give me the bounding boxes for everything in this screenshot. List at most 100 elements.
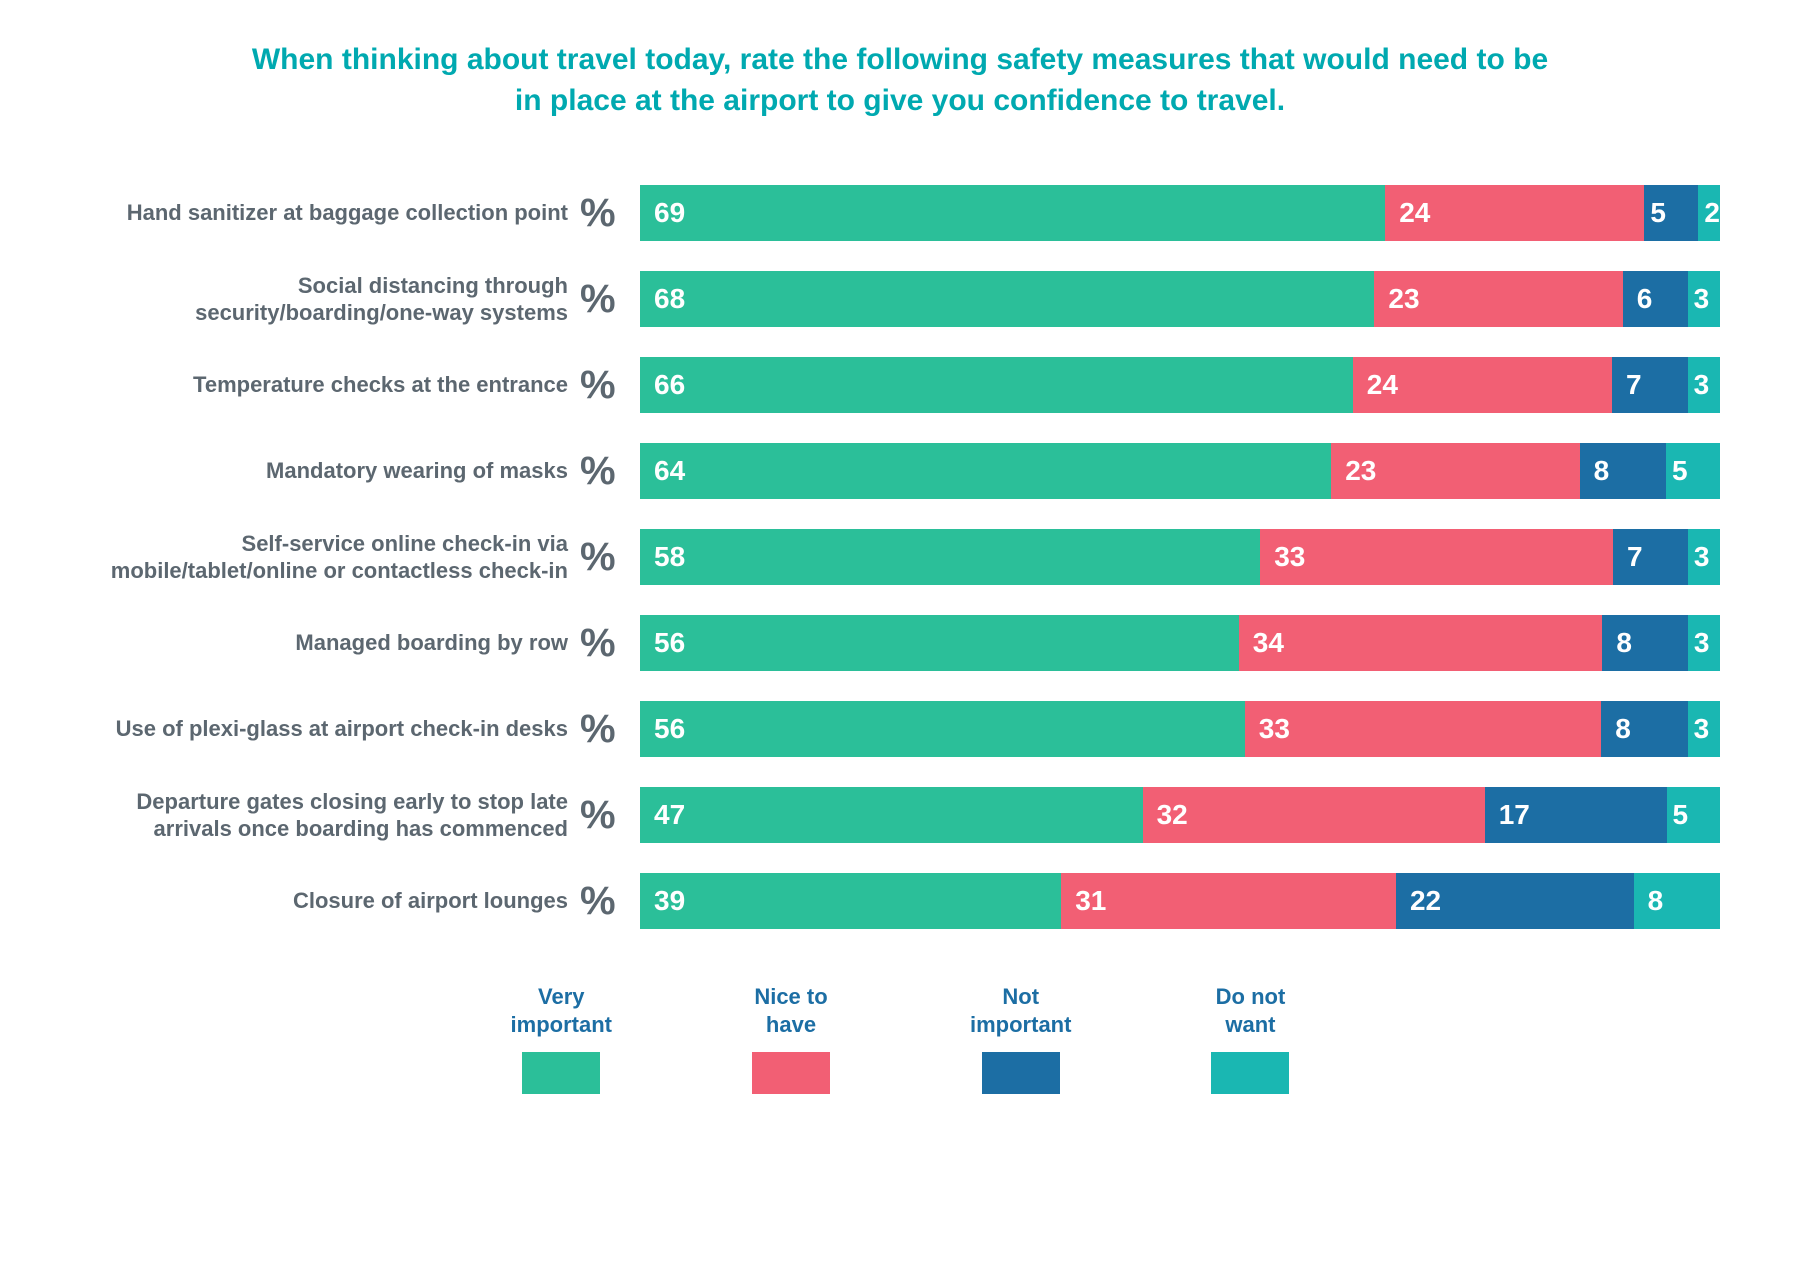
segment-value: 7 <box>1626 369 1642 401</box>
segment-value: 56 <box>654 627 685 659</box>
stacked-bar: 3931228 <box>640 873 1720 929</box>
bar-row: Self-service online check-in via mobile/… <box>80 525 1720 589</box>
bar-segment-nice_to_have: 24 <box>1385 185 1644 241</box>
segment-value: 3 <box>1694 369 1710 401</box>
bar-row: Social distancing through security/board… <box>80 267 1720 331</box>
bar-segment-not_important: 17 <box>1485 787 1667 843</box>
segment-value: 3 <box>1694 627 1710 659</box>
percent-symbol: % <box>580 363 640 408</box>
bar-segment-nice_to_have: 33 <box>1245 701 1601 757</box>
stacked-bar: 47 32 17 5 <box>640 787 1720 843</box>
row-label: Temperature checks at the entrance <box>80 371 580 399</box>
bar-row: Temperature checks at the entrance%66 24 7… <box>80 353 1720 417</box>
segment-value: 8 <box>1594 455 1610 487</box>
bar-rows: Hand sanitizer at baggage collection poi… <box>80 181 1720 933</box>
segment-value: 17 <box>1499 799 1530 831</box>
segment-value: 2 <box>1704 197 1720 229</box>
row-label: Self-service online check-in via mobile/… <box>80 530 580 585</box>
bar-segment-very_important: 64 <box>640 443 1331 499</box>
bar-segment-do_not_want: 8 <box>1634 873 1720 929</box>
legend-item-very_important: Veryimportant <box>511 983 612 1094</box>
row-label: Social distancing through security/board… <box>80 272 580 327</box>
segment-value: 68 <box>654 283 685 315</box>
bar-segment-nice_to_have: 34 <box>1239 615 1603 671</box>
bar-row: Hand sanitizer at baggage collection poi… <box>80 181 1720 245</box>
bar-segment-not_important: 7 <box>1613 529 1688 585</box>
stacked-bar: 56 33 83 <box>640 701 1720 757</box>
segment-value: 23 <box>1388 283 1419 315</box>
bar-row: Use of plexi-glass at airport check-in d… <box>80 697 1720 761</box>
legend-swatch <box>1211 1052 1289 1094</box>
bar-segment-nice_to_have: 32 <box>1143 787 1485 843</box>
legend-label: Do notwant <box>1216 983 1286 1038</box>
bar-segment-do_not_want: 3 <box>1688 271 1720 327</box>
segment-value: 8 <box>1648 885 1664 917</box>
segment-value: 34 <box>1253 627 1284 659</box>
legend-swatch <box>752 1052 830 1094</box>
legend-swatch <box>522 1052 600 1094</box>
segment-value: 56 <box>654 713 685 745</box>
bar-segment-very_important: 56 <box>640 701 1245 757</box>
segment-value: 3 <box>1694 283 1710 315</box>
legend-item-not_important: Notimportant <box>970 983 1071 1094</box>
bar-segment-not_important: 6 <box>1623 271 1688 327</box>
bar-segment-do_not_want: 3 <box>1688 357 1720 413</box>
chart-title: When thinking about travel today, rate t… <box>250 40 1550 121</box>
segment-value: 64 <box>654 455 685 487</box>
row-label: Closure of airport lounges <box>80 887 580 915</box>
bar-segment-do_not_want: 3 <box>1688 701 1720 757</box>
legend: Veryimportant Nice tohave Notimportant Do n… <box>80 983 1720 1094</box>
bar-segment-nice_to_have: 23 <box>1331 443 1579 499</box>
segment-value: 3 <box>1694 541 1710 573</box>
bar-segment-not_important: 5 <box>1644 185 1698 241</box>
bar-segment-do_not_want: 3 <box>1688 615 1720 671</box>
segment-value: 24 <box>1399 197 1430 229</box>
segment-value: 69 <box>654 197 685 229</box>
row-label: Managed boarding by row <box>80 629 580 657</box>
bar-segment-not_important: 8 <box>1601 701 1687 757</box>
segment-value: 58 <box>654 541 685 573</box>
bar-row: Departure gates closing early to stop la… <box>80 783 1720 847</box>
bar-row: Closure of airport lounges%3931228 <box>80 869 1720 933</box>
percent-symbol: % <box>580 707 640 752</box>
legend-label: Notimportant <box>970 983 1071 1038</box>
bar-segment-not_important: 22 <box>1396 873 1634 929</box>
row-label: Mandatory wearing of masks <box>80 457 580 485</box>
safety-measures-chart: When thinking about travel today, rate t… <box>80 40 1720 1094</box>
bar-segment-not_important: 8 <box>1580 443 1666 499</box>
segment-value: 3 <box>1694 713 1710 745</box>
legend-label: Nice tohave <box>754 983 827 1038</box>
percent-symbol: % <box>580 191 640 236</box>
bar-row: Mandatory wearing of masks%642385 <box>80 439 1720 503</box>
segment-value: 33 <box>1259 713 1290 745</box>
bar-row: Managed boarding by row%563483 <box>80 611 1720 675</box>
bar-segment-very_important: 56 <box>640 615 1239 671</box>
percent-symbol: % <box>580 879 640 924</box>
bar-segment-very_important: 68 <box>640 271 1374 327</box>
bar-segment-very_important: 66 <box>640 357 1353 413</box>
bar-segment-very_important: 47 <box>640 787 1143 843</box>
percent-symbol: % <box>580 449 640 494</box>
segment-value: 47 <box>654 799 685 831</box>
percent-symbol: % <box>580 535 640 580</box>
stacked-bar: 69 24 52 <box>640 185 1720 241</box>
percent-symbol: % <box>580 621 640 666</box>
bar-segment-do_not_want: 5 <box>1667 787 1720 843</box>
legend-swatch <box>982 1052 1060 1094</box>
segment-value: 33 <box>1274 541 1305 573</box>
legend-label: Veryimportant <box>511 983 612 1038</box>
bar-segment-nice_to_have: 23 <box>1374 271 1622 327</box>
segment-value: 24 <box>1367 369 1398 401</box>
segment-value: 32 <box>1157 799 1188 831</box>
bar-segment-nice_to_have: 31 <box>1061 873 1396 929</box>
percent-symbol: % <box>580 793 640 838</box>
bar-segment-very_important: 58 <box>640 529 1260 585</box>
legend-item-do_not_want: Do notwant <box>1211 983 1289 1094</box>
legend-item-nice_to_have: Nice tohave <box>752 983 830 1094</box>
stacked-bar: 66 24 7 3 <box>640 357 1720 413</box>
percent-symbol: % <box>580 277 640 322</box>
segment-value: 31 <box>1075 885 1106 917</box>
bar-segment-do_not_want: 2 <box>1698 185 1720 241</box>
segment-value: 7 <box>1627 541 1643 573</box>
bar-segment-do_not_want: 3 <box>1688 529 1720 585</box>
